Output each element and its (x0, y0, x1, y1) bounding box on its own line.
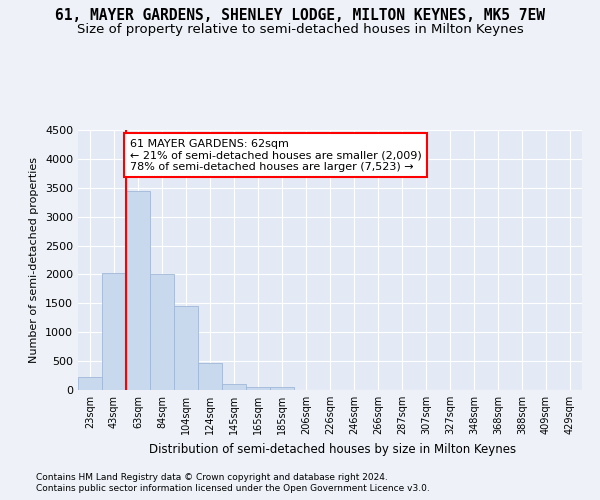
Y-axis label: Number of semi-detached properties: Number of semi-detached properties (29, 157, 40, 363)
Text: Size of property relative to semi-detached houses in Milton Keynes: Size of property relative to semi-detach… (77, 22, 523, 36)
Text: Contains public sector information licensed under the Open Government Licence v3: Contains public sector information licen… (36, 484, 430, 493)
Bar (198, 363, 222, 390)
Bar (78, 376, 102, 390)
Text: 61 MAYER GARDENS: 62sqm
← 21% of semi-detached houses are smaller (2,009)
78% of: 61 MAYER GARDENS: 62sqm ← 21% of semi-de… (130, 138, 421, 172)
Bar (222, 384, 246, 390)
Bar (270, 386, 294, 390)
Bar (150, 274, 174, 390)
Bar (102, 274, 126, 390)
Bar (126, 190, 150, 390)
Text: Contains HM Land Registry data © Crown copyright and database right 2024.: Contains HM Land Registry data © Crown c… (36, 472, 388, 482)
Text: 61, MAYER GARDENS, SHENLEY LODGE, MILTON KEYNES, MK5 7EW: 61, MAYER GARDENS, SHENLEY LODGE, MILTON… (55, 8, 545, 22)
Text: Distribution of semi-detached houses by size in Milton Keynes: Distribution of semi-detached houses by … (149, 442, 517, 456)
Bar (246, 386, 270, 390)
Bar (174, 306, 198, 390)
